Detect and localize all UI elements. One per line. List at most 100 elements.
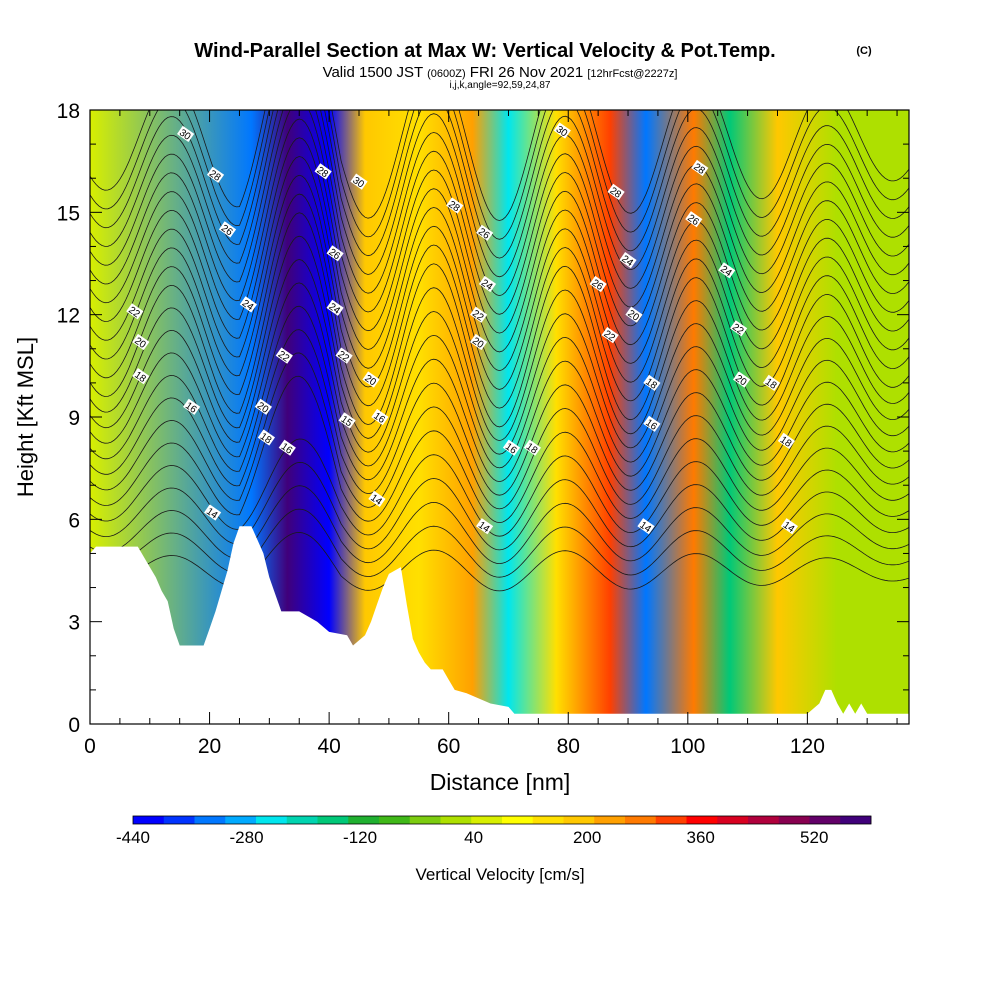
theta-contour-label: 20 (254, 398, 273, 416)
theta-contour-label: 18 (643, 374, 661, 392)
theta-contours (90, 110, 909, 592)
subtitle-valid: Valid 1500 JST (323, 64, 423, 81)
y-tick-label: 9 (68, 407, 80, 430)
colorbar-swatch (133, 816, 165, 824)
terrain (90, 526, 909, 724)
colorbar-swatch (625, 816, 657, 824)
theta-contour-label: 16 (502, 439, 521, 457)
chart-subtitle-indices: i,j,k,angle=92,59,24,87 (450, 80, 551, 91)
colorbar-ticks: -440 -280 -120 40 200 360 520 (116, 828, 828, 847)
theta-contour-label: 28 (691, 159, 709, 177)
colorbar-swatch (748, 816, 780, 824)
y-tick-label: 18 (57, 100, 80, 123)
theta-contour-label: 18 (762, 374, 781, 392)
theta-contour-line (90, 110, 909, 278)
colorbar-tick-label: 200 (573, 828, 601, 847)
x-tick-label: 100 (670, 735, 705, 758)
theta-contour-label: 30 (176, 125, 195, 143)
colorbar-tick-label: 40 (464, 828, 483, 847)
theta-contour-label: 22 (729, 320, 748, 337)
theta-contour-label: 18 (257, 429, 276, 447)
y-tick-label: 6 (68, 509, 80, 532)
theta-contour-label: 22 (335, 347, 353, 365)
x-tick-label: 0 (84, 735, 96, 758)
colorbar-swatch (286, 816, 318, 824)
y-tick-label: 12 (57, 305, 80, 328)
theta-contour-line (90, 235, 909, 442)
theta-contour-label: 16 (371, 408, 389, 426)
theta-contour-label: 20 (469, 333, 488, 351)
colorbar-swatch (532, 816, 564, 824)
plot-area: 3028262422201816142220181628302624222015… (90, 110, 909, 724)
x-tick-label: 80 (557, 735, 580, 758)
colorbar-swatch (348, 816, 380, 824)
theta-contour-label: 14 (368, 490, 386, 508)
colorbar-swatch (471, 816, 503, 824)
theta-contour-label: 28 (314, 163, 332, 181)
x-axis: 0 20 40 60 80 100 120 (84, 110, 898, 758)
colorbar-tick-label: -280 (230, 828, 264, 847)
chart-subtitle: Valid 1500 JST (0600Z) FRI 26 Nov 2021 [… (323, 64, 678, 81)
theta-contour-line (90, 212, 909, 428)
x-tick-label: 40 (317, 735, 340, 758)
theta-contour-line (90, 118, 909, 334)
title-mark: (C) (856, 45, 872, 57)
theta-contour-label: 24 (239, 296, 258, 314)
theta-contour-line (90, 375, 909, 524)
colorbar-swatch (194, 816, 226, 824)
theta-contour-label: 20 (362, 371, 380, 389)
theta-contour-label: 15 (338, 412, 356, 430)
theta-contour-line (90, 305, 909, 483)
colorbar-swatch (778, 816, 810, 824)
theta-contour-label: 18 (132, 367, 150, 385)
colorbar-swatch (317, 816, 349, 824)
colorbar-tick-label: -440 (116, 828, 150, 847)
theta-contour-label: 20 (625, 306, 643, 324)
colorbar-tick-label: 360 (687, 828, 715, 847)
colorbar-swatch (655, 816, 687, 824)
theta-contour-label: 24 (718, 262, 736, 279)
theta-contour-line (90, 137, 909, 353)
theta-contour-line (90, 110, 909, 240)
theta-contour-line (90, 156, 909, 372)
theta-contour-label: 22 (469, 306, 488, 324)
theta-contour-line (90, 282, 909, 469)
theta-contour-label: 18 (777, 432, 796, 450)
theta-contour-label: 22 (275, 347, 293, 365)
colorbar-tick-label: 520 (800, 828, 828, 847)
theta-contour-line (90, 174, 909, 390)
y-axis-label: Height [Kft MSL] (13, 337, 38, 497)
theta-contour-label: 14 (203, 504, 222, 522)
theta-contour-line (90, 110, 909, 315)
subtitle-forecast: [12hrFcst@2227z] (587, 68, 677, 80)
colorbar-swatch (563, 816, 595, 824)
colorbar-swatch (717, 816, 749, 824)
theta-contour-label: 22 (601, 326, 619, 344)
colorbar-swatch (594, 816, 626, 824)
theta-contour-label: 26 (685, 211, 703, 228)
colorbar (132, 815, 872, 825)
theta-contour-label: 30 (553, 122, 571, 140)
theta-contour-label: 24 (619, 251, 637, 269)
subtitle-date: FRI 26 Nov 2021 (470, 64, 583, 81)
theta-contour-label: 16 (278, 439, 296, 457)
theta-contour-line (90, 110, 909, 221)
theta-contour-line (90, 485, 909, 565)
theta-contour-label: 26 (218, 221, 237, 239)
theta-contour-label: 14 (475, 518, 494, 535)
y-tick-label: 3 (68, 612, 80, 635)
theta-contour-label: 14 (637, 518, 655, 535)
theta-contour-label: 24 (326, 299, 344, 317)
theta-contour-line (90, 110, 909, 297)
colorbar-swatch (256, 816, 288, 824)
colorbar-swatch (379, 816, 411, 824)
x-tick-label: 120 (790, 735, 825, 758)
theta-contour-label: 30 (350, 173, 368, 191)
y-tick-label: 0 (68, 714, 80, 737)
theta-contour-label: 16 (182, 398, 201, 416)
colorbar-label: Vertical Velocity [cm/s] (415, 865, 584, 884)
theta-contour-label: 14 (780, 518, 799, 535)
colorbar-swatch (502, 816, 534, 824)
theta-contour-line (90, 259, 909, 455)
